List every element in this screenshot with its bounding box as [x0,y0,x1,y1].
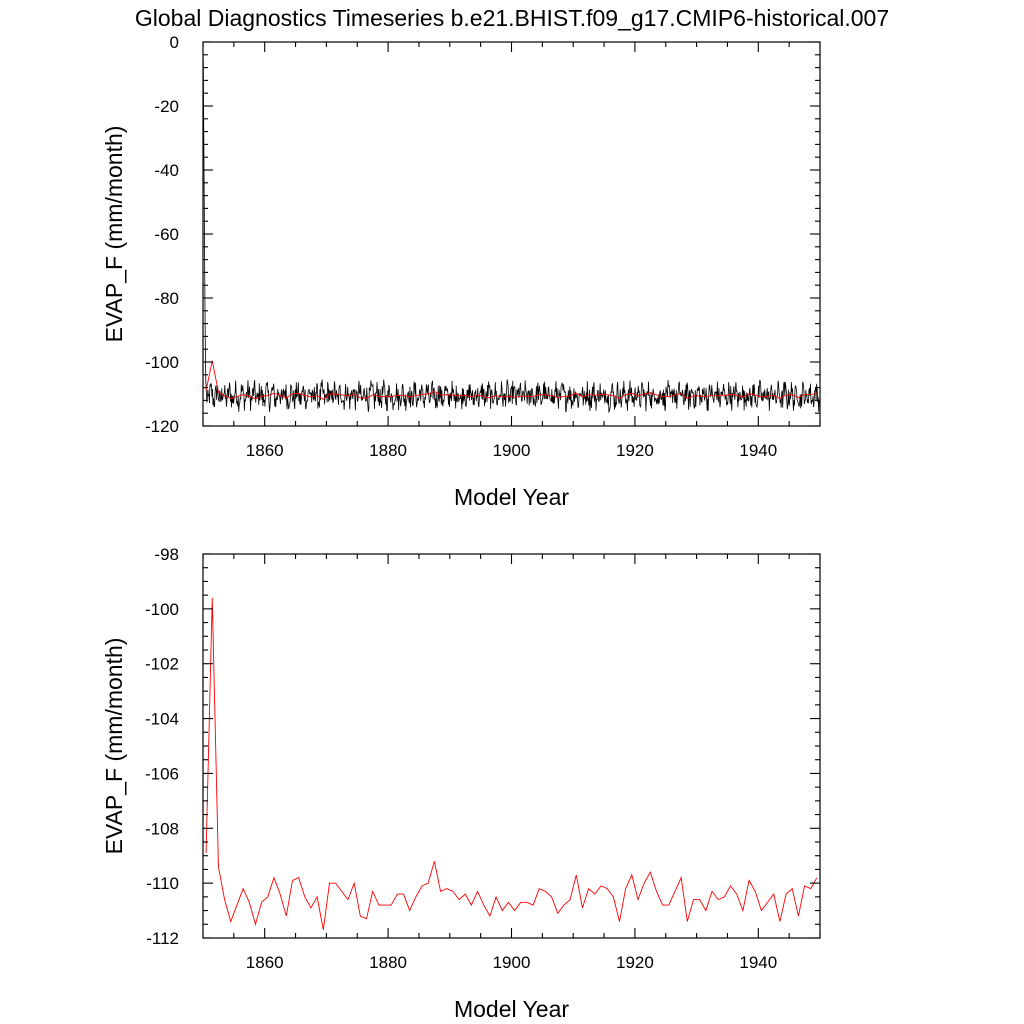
panel-monthly-annual: 1860 1880 1900 1920 1940 0 -20 -40 -60 -80 -100 -12… [101,33,821,510]
y-tick-label: -106 [145,764,179,783]
y-axis-label: EVAP_F (mm/month) [101,126,127,343]
y-tick-label: -80 [154,289,179,308]
x-tick-label: 1900 [493,953,531,972]
x-tick-label: 1940 [739,953,777,972]
chart-title: Global Diagnostics Timeseries b.e21.BHIS… [135,5,889,31]
x-tick-label: 1900 [493,441,531,460]
series-line-annual [205,360,818,400]
y-axis-label: EVAP_F (mm/month) [101,638,127,855]
y-tick-label: -120 [145,417,179,436]
y-tick-label: -100 [145,600,179,619]
y-tick-label: -98 [154,545,179,564]
series-line-monthly [202,57,821,414]
y-tick-label: 0 [170,33,179,52]
y-tick-label: -104 [145,710,179,729]
y-tick-label: -102 [145,655,179,674]
x-tick-label: 1880 [369,441,407,460]
plot-frame [202,553,821,939]
x-axis-label: Model Year [454,996,569,1022]
y-tick-label: -110 [146,874,179,893]
x-tick-label: 1860 [246,441,284,460]
x-tick-label: 1920 [616,953,654,972]
y-tick-label: -20 [154,97,179,116]
y-tick-label: -60 [154,225,179,244]
y-tick-label: -40 [154,161,179,180]
series-line-annual [205,597,818,930]
panel-annual: 1860 1880 1900 1920 1940 -98 -100 -102 -104 -106 -… [101,545,821,1022]
plot-frame [202,41,821,427]
y-tick-label: -112 [146,929,179,948]
y-tick-label: -100 [145,353,179,372]
x-tick-label: 1860 [246,953,284,972]
y-tick-label: -108 [145,819,179,838]
x-tick-label: 1940 [739,441,777,460]
x-tick-label: 1880 [369,953,407,972]
x-axis-label: Model Year [454,484,569,510]
x-tick-label: 1920 [616,441,654,460]
